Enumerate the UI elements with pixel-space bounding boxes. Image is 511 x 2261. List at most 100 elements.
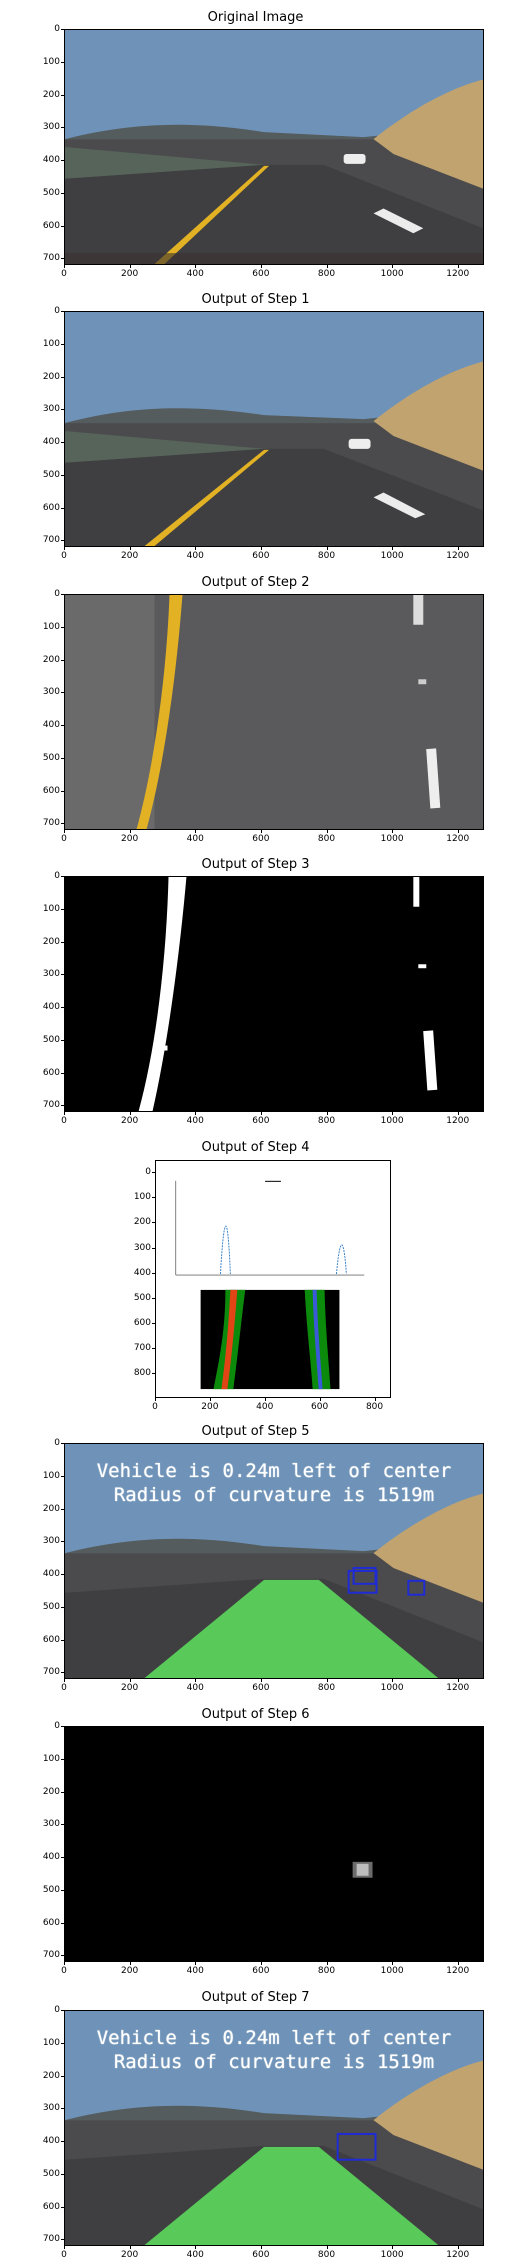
y-tick-label: 500	[42, 1601, 60, 1612]
y-tick-mark	[61, 1889, 64, 1891]
histogram-image	[155, 1160, 391, 1398]
x-tick-label: 800	[317, 551, 336, 561]
y-tick-mark	[61, 376, 64, 378]
x-tick-label: 200	[121, 834, 139, 844]
x-tick-mark	[326, 1962, 328, 1965]
panel-title: Output of Step 4	[201, 1140, 310, 1155]
x-tick-mark	[129, 830, 131, 833]
x-tick-label: 600	[252, 834, 270, 844]
x-tick-mark	[260, 830, 262, 833]
x-tick-label: 400	[186, 1966, 204, 1976]
y-tick-label: 600	[133, 1318, 151, 1329]
x-tick-mark	[326, 2246, 328, 2249]
y-tick-label: 100	[42, 1470, 60, 1481]
x-tick-label: 1200	[446, 1966, 470, 1976]
y-tick-mark	[61, 192, 64, 194]
y-tick-label: 400	[42, 155, 60, 166]
y-tick-label: 100	[42, 1753, 60, 1764]
y-tick-mark	[61, 908, 64, 910]
x-tick-mark	[195, 1679, 197, 1682]
y-tick-mark	[61, 2010, 64, 2011]
y-tick-mark	[61, 626, 64, 628]
y-tick-mark	[61, 1606, 64, 1608]
y-tick-label: 300	[42, 1536, 60, 1547]
x-tick-label: 0	[61, 2250, 67, 2260]
x-tick-label: 1200	[446, 834, 470, 844]
y-tick-mark	[61, 2042, 64, 2044]
x-tick-label: 1200	[446, 1683, 470, 1693]
y-tick-mark	[152, 1247, 155, 1249]
y-tick-label: 400	[42, 1569, 60, 1580]
y-tick-mark	[61, 225, 64, 227]
x-tick-label: 1000	[380, 551, 404, 561]
y-tick-label: 500	[42, 2168, 60, 2179]
x-tick-label: 0	[61, 1683, 67, 1693]
x-tick-mark	[129, 1112, 131, 1115]
y-tick-mark	[61, 757, 64, 759]
y-tick-label: 800	[133, 1368, 151, 1379]
x-tick-mark	[457, 830, 459, 833]
y-tick-mark	[61, 311, 64, 312]
y-tick-mark	[61, 594, 64, 595]
x-tick-mark	[260, 1112, 262, 1115]
x-tick-mark	[392, 265, 394, 268]
x-tick-label: 600	[252, 551, 270, 561]
binary-image	[64, 876, 484, 1112]
x-tick-label: 200	[201, 1402, 219, 1412]
y-tick-label: 100	[42, 338, 60, 349]
x-tick-mark	[374, 1398, 376, 1401]
x-tick-mark	[64, 265, 65, 268]
y-tick-mark	[152, 1272, 155, 1274]
y-tick-mark	[152, 1373, 155, 1375]
y-tick-label: 0	[54, 1721, 60, 1731]
x-tick-label: 800	[317, 1966, 336, 1976]
y-tick-label: 200	[42, 936, 60, 947]
y-tick-mark	[61, 1791, 64, 1793]
x-tick-mark	[129, 1679, 131, 1682]
y-tick-mark	[61, 2173, 64, 2175]
y-tick-mark	[152, 1172, 155, 1173]
y-tick-mark	[61, 1443, 64, 1444]
x-tick-label: 0	[152, 1402, 158, 1412]
x-tick-mark	[195, 265, 197, 268]
y-tick-mark	[61, 258, 64, 260]
x-tick-label: 600	[252, 1683, 270, 1693]
x-tick-mark	[392, 1962, 394, 1965]
x-tick-mark	[195, 830, 197, 833]
y-tick-label: 0	[54, 871, 60, 881]
panel-title: Original Image	[207, 10, 304, 25]
lane-overlay-image: Vehicle is 0.24m left of center Radius o…	[64, 1443, 484, 1679]
y-tick-label: 700	[42, 818, 60, 829]
y-tick-mark	[61, 2206, 64, 2208]
x-tick-label: 200	[121, 2250, 139, 2260]
x-tick-mark	[260, 547, 262, 550]
x-tick-mark	[209, 1398, 211, 1401]
panel-title: Output of Step 6	[201, 1707, 310, 1722]
vehicle-offset-text: Vehicle is 0.24m left of center	[96, 2027, 452, 2049]
y-tick-mark	[61, 160, 64, 162]
x-tick-mark	[129, 1962, 131, 1965]
x-tick-mark	[195, 1112, 197, 1115]
y-tick-label: 300	[42, 1819, 60, 1830]
y-tick-mark	[152, 1222, 155, 1224]
y-tick-mark	[61, 692, 64, 694]
x-tick-mark	[457, 1679, 459, 1682]
y-tick-mark	[61, 474, 64, 476]
y-tick-mark	[152, 1348, 155, 1350]
x-tick-mark	[260, 1679, 262, 1682]
x-tick-label: 200	[121, 1966, 139, 1976]
curvature-text: Radius of curvature is 1519m	[113, 2051, 435, 2073]
y-tick-mark	[61, 1007, 64, 1009]
x-tick-mark	[64, 1962, 65, 1965]
y-tick-label: 400	[42, 2136, 60, 2147]
x-tick-mark	[260, 265, 262, 268]
y-tick-label: 400	[42, 1852, 60, 1863]
x-tick-mark	[392, 547, 394, 550]
y-tick-mark	[152, 1323, 155, 1325]
y-tick-label: 400	[42, 720, 60, 731]
y-tick-mark	[61, 1508, 64, 1510]
y-tick-label: 300	[42, 2103, 60, 2114]
y-tick-label: 500	[42, 187, 60, 198]
x-tick-label: 1000	[380, 2250, 404, 2260]
y-tick-label: 100	[42, 903, 60, 914]
